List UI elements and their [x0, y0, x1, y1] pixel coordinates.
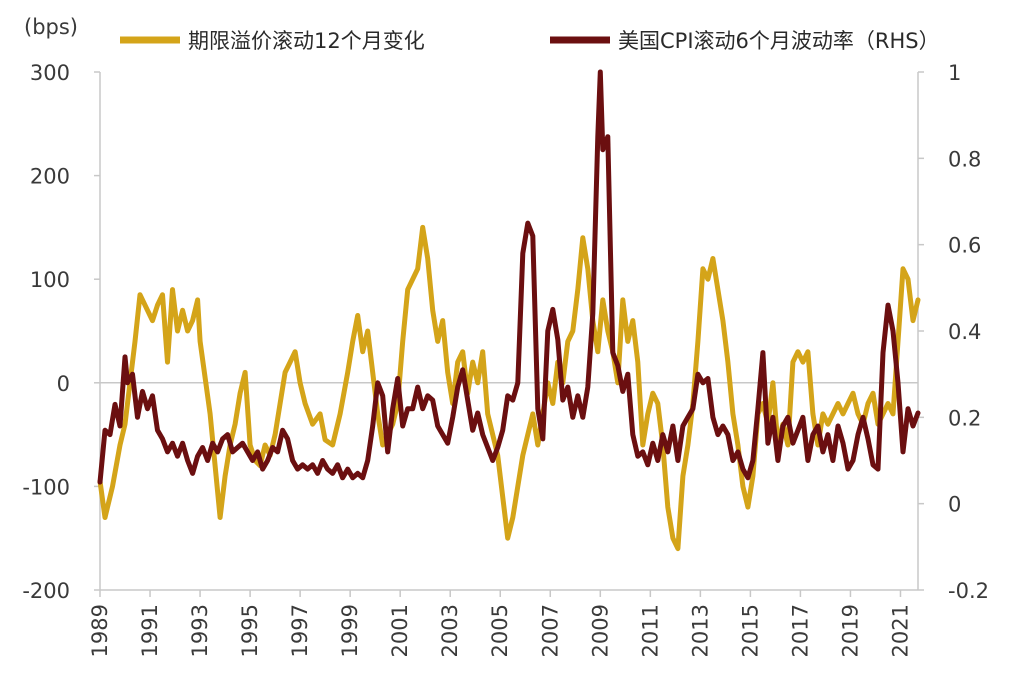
right-axis-tick-label: -0.2: [948, 579, 989, 603]
x-axis-tick-label: 2003: [438, 604, 462, 657]
left-axis-tick-label: 100: [30, 268, 70, 292]
axes-layer: 300 200 100 0 -100 -200 1 0.8 0.6 0.4 0.2 0 -0.2 1989…: [22, 61, 989, 657]
x-axis-tick-label: 2015: [738, 604, 762, 657]
x-axis-tick-label: 2005: [488, 604, 512, 657]
x-axis-tick-label: 2013: [688, 604, 712, 657]
left-axis-tick-label: 0: [57, 372, 70, 396]
right-axis-tick-label: 0: [948, 493, 961, 517]
right-axis-tick-label: 0.6: [948, 234, 981, 258]
x-axis-tick-label: 2011: [638, 604, 662, 657]
x-axis-tick-label: 1999: [338, 604, 362, 657]
left-axis-tick-label: 200: [30, 165, 70, 189]
x-axis-tick-label: 1989: [88, 604, 112, 657]
left-axis-tick-label: -100: [22, 475, 70, 499]
right-axis-tick-label: 0.8: [948, 147, 981, 171]
x-axis-tick-label: 2001: [388, 604, 412, 657]
x-axis-tick-label: 2009: [588, 604, 612, 657]
legend-label-term-premium: 期限溢价滚动12个月变化: [188, 29, 425, 53]
x-axis-tick-label: 2007: [538, 604, 562, 657]
x-axis-tick-label: 1997: [288, 604, 312, 657]
x-axis-tick-label: 1991: [138, 604, 162, 657]
series-line-cpi-volatility: [97, 69, 921, 485]
right-axis-tick-label: 0.2: [948, 406, 981, 430]
series-line-term-premium: [97, 224, 921, 552]
left-axis-unit-label: (bps): [24, 15, 78, 39]
right-axis-tick-label: 1: [948, 61, 961, 85]
right-axis-tick-label: 0.4: [948, 320, 981, 344]
x-axis-tick-label: 2019: [838, 604, 862, 657]
x-axis-tick-label: 1995: [238, 604, 262, 657]
x-axis-tick-label: 2017: [788, 604, 812, 657]
series-layer: [97, 69, 921, 552]
x-axis-tick-label: 2021: [888, 604, 912, 657]
left-axis-tick-label: -200: [22, 579, 70, 603]
left-axis-tick-label: 300: [30, 61, 70, 85]
legend-label-cpi-volatility: 美国CPI滚动6个月波动率（RHS）: [618, 29, 940, 53]
legend: (bps) 期限溢价滚动12个月变化 美国CPI滚动6个月波动率（RHS）: [24, 15, 940, 53]
x-axis-tick-label: 1993: [188, 604, 212, 657]
